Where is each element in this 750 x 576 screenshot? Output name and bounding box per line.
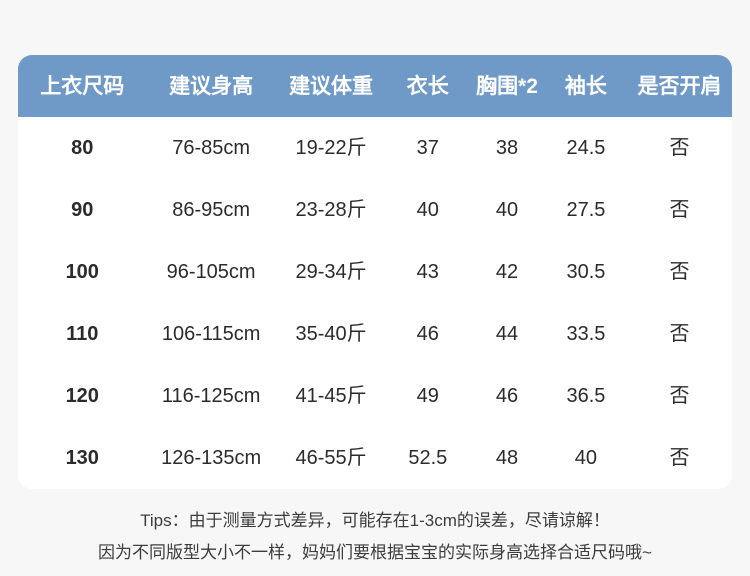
table-cell-length: 40 — [416, 199, 439, 221]
table-cell-chest: 46 — [495, 385, 519, 407]
table-cell-height: 126-135cm — [161, 447, 262, 469]
table-cell-length: 52.5 — [408, 447, 448, 469]
table-cell-size: 130 — [65, 447, 99, 469]
header-cell-length: 衣长 — [406, 74, 449, 98]
header-cell-chest: 胸围*2 — [476, 74, 538, 98]
header-cell-sleeve: 袖长 — [564, 74, 607, 98]
table-cell-weight: 29-34斤 — [295, 261, 367, 283]
table-cell-size: 80 — [71, 137, 94, 159]
table-cell-size: 120 — [65, 385, 99, 407]
table-row: 90 86-95cm 23-28斤 40 40 27.5 否 — [18, 179, 732, 241]
table-cell-height: 76-85cm — [172, 137, 251, 159]
table-row: 110 106-115cm 35-40斤 46 44 33.5 否 — [18, 303, 732, 365]
header-cell-weight: 建议体重 — [289, 74, 374, 98]
table-cell-size: 90 — [71, 199, 94, 221]
table-cell-chest: 42 — [495, 261, 519, 283]
table-cell-length: 49 — [416, 385, 439, 407]
table-cell-length: 43 — [416, 261, 439, 283]
table-cell-sleeve: 36.5 — [566, 385, 606, 407]
table-row: 80 76-85cm 19-22斤 37 38 24.5 否 — [18, 117, 732, 179]
tips: Tips：由于测量方式差异，可能存在1-3cm的误差，尽请谅解！ 因为不同版型大… — [0, 505, 750, 569]
table-header-row: 上衣尺码 建议身高 建议体重 衣长 胸围*2 袖长 是否开肩 — [18, 55, 732, 117]
header-cell-height: 建议身高 — [169, 74, 254, 98]
table-cell-height: 106-115cm — [161, 323, 261, 345]
table-cell-height: 96-105cm — [166, 261, 256, 283]
table-cell-shoulder: 否 — [669, 323, 690, 345]
table-cell-shoulder: 否 — [669, 385, 690, 407]
table-cell-weight: 46-55斤 — [295, 447, 367, 469]
table-cell-sleeve: 27.5 — [566, 199, 606, 221]
tips-line-1: Tips：由于测量方式差异，可能存在1-3cm的误差，尽请谅解！ — [140, 511, 610, 530]
table-cell-size: 110 — [66, 323, 99, 345]
table-cell-chest: 38 — [495, 137, 519, 159]
header-cell-size: 上衣尺码 — [40, 74, 125, 98]
table-cell-height: 86-95cm — [172, 199, 251, 221]
table-cell-sleeve: 33.5 — [566, 323, 606, 345]
table-cell-weight: 19-22斤 — [295, 137, 367, 159]
table-cell-weight: 23-28斤 — [295, 199, 367, 221]
table-cell-height: 116-125cm — [161, 385, 261, 407]
table-row: 130 126-135cm 46-55斤 52.5 48 40 否 — [18, 427, 732, 489]
table-cell-sleeve: 24.5 — [566, 137, 606, 159]
table-cell-weight: 35-40斤 — [295, 323, 367, 345]
table-cell-weight: 41-45斤 — [295, 385, 367, 407]
table-cell-size: 100 — [65, 261, 99, 283]
table-cell-shoulder: 否 — [669, 137, 690, 159]
table-row: 120 116-125cm 41-45斤 49 46 36.5 否 — [18, 365, 732, 427]
table-row: 100 96-105cm 29-34斤 43 42 30.5 否 — [18, 241, 732, 303]
table-cell-chest: 48 — [495, 447, 519, 469]
table-cell-sleeve: 30.5 — [566, 261, 606, 283]
size-chart-card: 上衣尺码 建议身高 建议体重 衣长 胸围*2 袖长 是否开肩 80 76-85c… — [18, 55, 732, 489]
table-cell-chest: 44 — [495, 323, 519, 345]
table-cell-shoulder: 否 — [669, 447, 690, 469]
table-cell-sleeve: 40 — [574, 447, 598, 469]
header-cell-shoulder: 是否开肩 — [637, 74, 722, 98]
table-cell-length: 46 — [416, 323, 439, 345]
table-cell-chest: 40 — [495, 199, 519, 221]
table-cell-length: 37 — [416, 137, 439, 159]
table-cell-shoulder: 否 — [669, 199, 690, 221]
table-cell-shoulder: 否 — [669, 261, 690, 283]
tips-line-2: 因为不同版型大小不一样，妈妈们要根据宝宝的实际身高选择合适尺码哦~ — [98, 543, 652, 562]
